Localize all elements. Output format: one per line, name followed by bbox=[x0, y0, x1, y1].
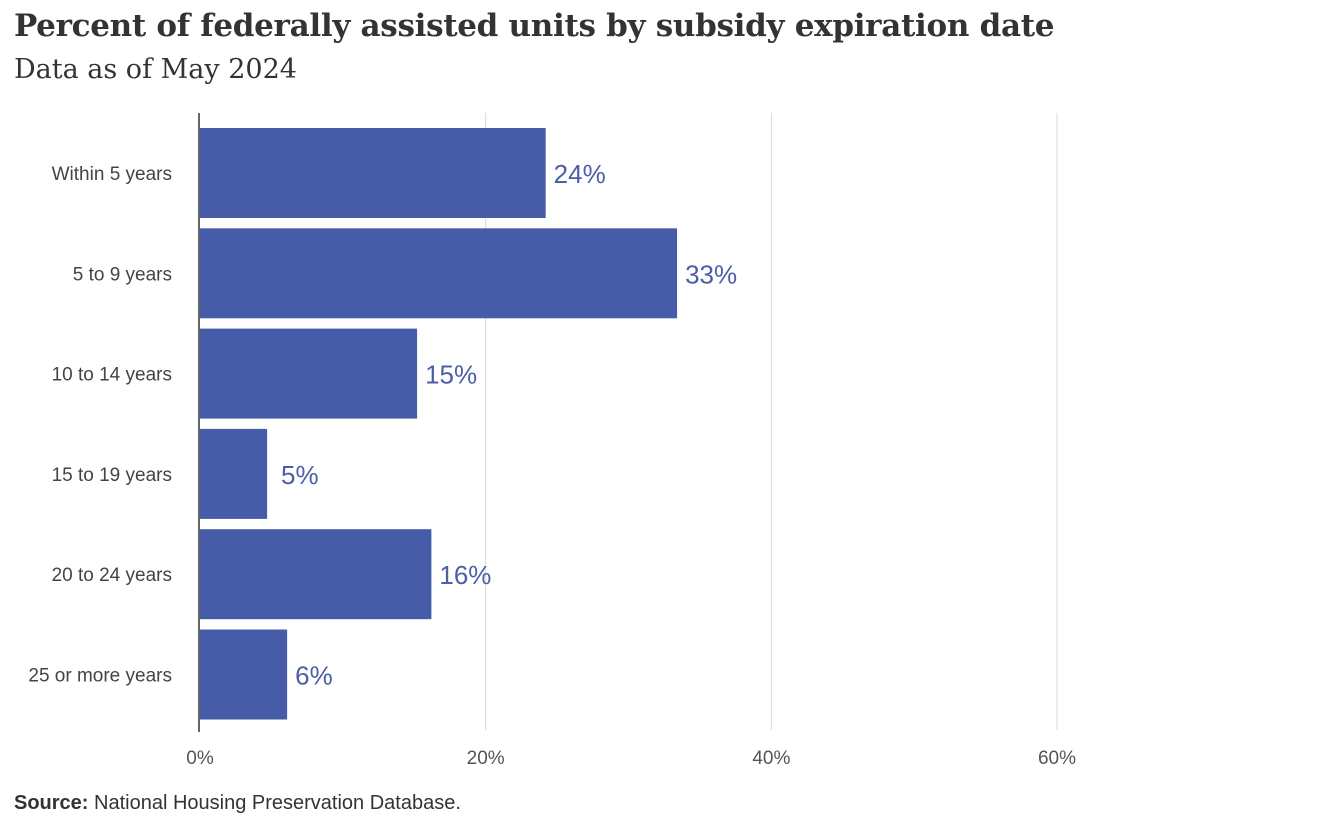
x-tick-label: 0% bbox=[186, 748, 214, 769]
gridlines bbox=[485, 113, 1058, 730]
bar bbox=[200, 629, 288, 720]
data-label: 24% bbox=[554, 159, 606, 189]
source-note: Source: National Housing Preservation Da… bbox=[14, 789, 461, 817]
chart-title: Percent of federally assisted units by s… bbox=[14, 8, 1055, 44]
category-label: 5 to 9 years bbox=[73, 264, 172, 285]
data-label: 5% bbox=[281, 460, 319, 490]
category-label: 10 to 14 years bbox=[52, 365, 172, 386]
x-tick-label: 60% bbox=[1038, 748, 1076, 769]
source-prefix: Source: bbox=[14, 792, 89, 814]
data-label: 33% bbox=[685, 259, 737, 289]
category-label: Within 5 years bbox=[52, 164, 172, 185]
bar bbox=[200, 428, 268, 519]
bar bbox=[200, 529, 432, 620]
category-label: 25 or more years bbox=[28, 666, 172, 687]
source-text: National Housing Preservation Database. bbox=[88, 792, 461, 814]
category-label: 20 to 24 years bbox=[52, 565, 172, 586]
category-label: 15 to 19 years bbox=[52, 465, 172, 486]
labels: 0% 20% 40% 60% Within 5 years 24% 5 to 9 years… bbox=[28, 159, 1076, 769]
data-label: 15% bbox=[425, 360, 477, 390]
bars bbox=[200, 128, 678, 720]
x-tick-label: 40% bbox=[752, 748, 790, 769]
data-label: 16% bbox=[439, 560, 491, 590]
chart-subtitle: Data as of May 2024 bbox=[14, 54, 297, 85]
bar bbox=[200, 128, 546, 218]
bar bbox=[200, 328, 418, 419]
data-label: 6% bbox=[295, 661, 333, 691]
x-tick-label: 20% bbox=[467, 748, 505, 769]
bar bbox=[200, 228, 678, 319]
